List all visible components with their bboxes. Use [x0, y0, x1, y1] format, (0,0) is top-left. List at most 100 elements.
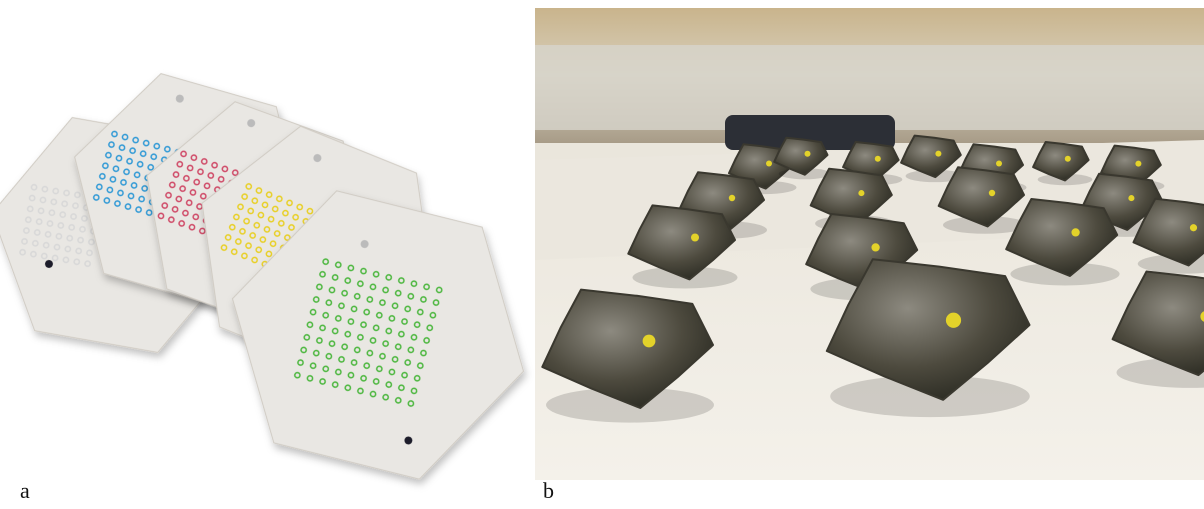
tag: [804, 150, 811, 157]
hole: [172, 171, 180, 178]
hole: [145, 209, 153, 217]
hole: [179, 185, 187, 193]
hole: [33, 229, 41, 236]
hole: [42, 241, 50, 249]
hole: [404, 305, 412, 313]
hole: [325, 352, 333, 360]
tag: [1064, 155, 1071, 162]
hole: [185, 199, 193, 207]
hole: [423, 337, 431, 344]
hole: [183, 174, 190, 182]
snail: [825, 258, 1031, 418]
hole: [245, 183, 253, 190]
tag: [1071, 228, 1080, 237]
hole: [265, 191, 273, 199]
hole: [168, 181, 176, 189]
hole: [251, 197, 259, 205]
hole: [241, 252, 248, 260]
hole: [130, 182, 138, 189]
hole: [243, 217, 251, 225]
hole: [198, 227, 206, 235]
hole: [62, 256, 70, 264]
hole: [401, 318, 408, 325]
hole: [23, 227, 30, 234]
hole: [68, 223, 76, 231]
hole: [309, 308, 317, 316]
tag: [945, 312, 962, 328]
hole: [391, 355, 399, 363]
hole: [190, 154, 198, 162]
hole: [303, 333, 311, 341]
shell: [773, 136, 829, 176]
snail: [1005, 198, 1120, 286]
hole: [98, 172, 106, 180]
hole: [44, 230, 52, 238]
hole: [331, 327, 339, 335]
hole: [40, 252, 48, 260]
hole: [341, 343, 349, 351]
hole: [319, 324, 326, 332]
hole: [275, 195, 283, 203]
hole: [114, 200, 121, 207]
card-body: [231, 190, 525, 480]
hole: [57, 222, 65, 229]
hole: [306, 207, 314, 215]
hole: [322, 311, 330, 319]
hole: [192, 213, 200, 221]
hole: [382, 393, 390, 401]
hole: [37, 207, 45, 215]
hole: [203, 182, 211, 190]
hole: [322, 365, 330, 373]
hole: [366, 296, 374, 303]
hole: [108, 141, 115, 148]
hole: [186, 164, 194, 172]
hole: [369, 390, 377, 398]
hole: [196, 203, 203, 210]
hole: [51, 254, 59, 262]
hole: [388, 368, 396, 376]
hole: [263, 225, 271, 233]
hole: [435, 286, 443, 294]
hole: [315, 283, 323, 291]
hole: [52, 187, 60, 195]
shell: [825, 258, 1031, 401]
hole: [30, 250, 37, 258]
hole: [31, 239, 39, 247]
snails-photo: [535, 8, 1204, 480]
snail: [541, 288, 714, 423]
hole: [73, 191, 81, 199]
hole: [410, 280, 418, 288]
hole: [394, 289, 402, 297]
hole: [286, 199, 293, 207]
hole: [135, 206, 143, 213]
tag: [766, 160, 772, 167]
hole: [416, 362, 424, 370]
hole: [233, 213, 240, 221]
hole: [241, 193, 249, 201]
hole: [176, 160, 184, 168]
hole: [220, 244, 228, 252]
hole: [382, 340, 390, 348]
hole: [163, 145, 171, 153]
hole: [350, 359, 358, 366]
hole: [375, 365, 383, 373]
shell: [627, 204, 736, 281]
hole: [175, 195, 183, 203]
hole: [189, 189, 197, 196]
hole: [53, 243, 61, 251]
hole: [88, 238, 95, 246]
snail-shadow: [830, 375, 1030, 418]
hole: [306, 321, 314, 329]
hole: [77, 236, 84, 244]
hole: [217, 175, 225, 183]
hole: [165, 191, 172, 199]
hole: [139, 150, 147, 158]
hole: [150, 153, 158, 161]
hole: [133, 171, 141, 179]
hole: [410, 387, 418, 395]
hole: [129, 147, 137, 155]
hole: [259, 236, 267, 243]
hole: [147, 163, 155, 171]
hole: [211, 161, 219, 169]
hole: [64, 245, 72, 253]
